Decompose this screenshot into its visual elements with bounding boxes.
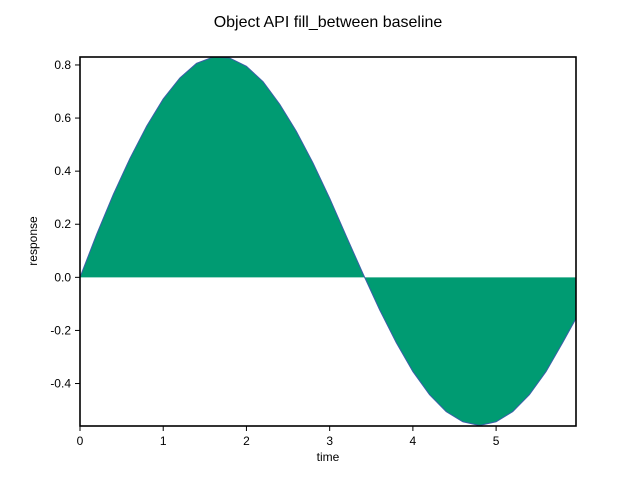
plot-area [79,56,577,426]
y-tick-label: 0.2 [54,217,71,231]
y-tick-label: 0.4 [54,164,71,178]
plot-frame [79,56,577,427]
y-tick-label: -0.4 [50,377,71,391]
x-axis: 0 1 2 3 4 5 [77,426,500,448]
x-tick-label: 2 [243,434,250,448]
x-tick-label: 3 [326,434,333,448]
series-fill-area [80,57,576,426]
y-tick-label: 0.0 [54,270,71,284]
y-tick-label: 0.6 [54,111,71,125]
y-tick-label: 0.8 [54,58,71,72]
x-tick-label: 5 [493,434,500,448]
x-tick-label: 1 [160,434,167,448]
chart-title: Object API fill_between baseline [214,14,443,31]
x-axis-label: time [317,450,340,464]
y-axis: -0.4 -0.2 0.0 0.2 0.4 0.6 0.8 [50,58,80,391]
series-line [79,56,577,426]
x-tick-label: 0 [77,434,84,448]
y-tick-label: -0.2 [50,323,71,337]
x-tick-label: 4 [410,434,417,448]
y-axis-label: response [26,216,40,266]
